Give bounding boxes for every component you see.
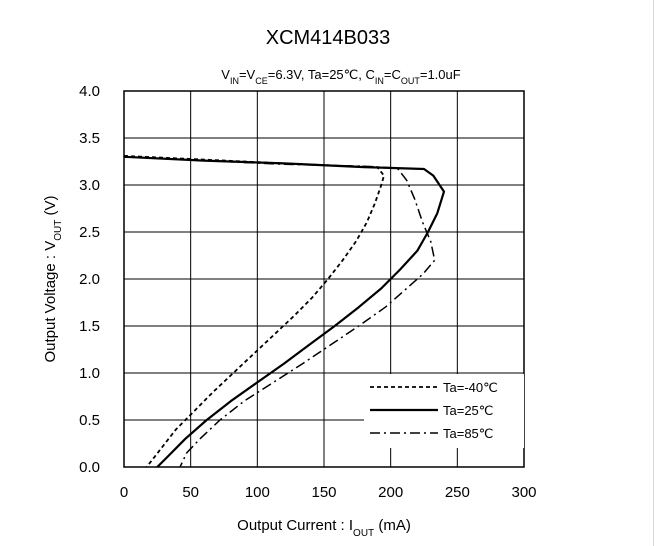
y-tick-label: 0.5 — [79, 412, 100, 429]
y-tick-label: 4.0 — [79, 83, 100, 100]
x-tick-label: 0 — [120, 484, 128, 501]
chart-subtitle: VIN=VCE=6.3V, Ta=25℃, CIN=COUT=1.0uF — [221, 67, 460, 86]
legend-label: Ta=25℃ — [443, 403, 493, 418]
y-tick-label: 0.0 — [79, 459, 100, 476]
window-edge — [653, 0, 654, 546]
x-axis-label: Output Current : IOUT (mA) — [237, 517, 411, 539]
x-tick-label: 250 — [445, 484, 470, 501]
y-tick-label: 2.5 — [79, 224, 100, 241]
series-layer — [123, 155, 446, 468]
legend-label: Ta=85℃ — [443, 426, 493, 441]
y-tick-label: 2.0 — [79, 271, 100, 288]
x-tick-label: 300 — [511, 484, 536, 501]
y-axis-label: Output Voltage : VOUT (V) — [42, 195, 64, 362]
x-tick-label: 150 — [311, 484, 336, 501]
legend: Ta=-40℃ Ta=25℃ Ta=85℃ — [370, 380, 498, 441]
series-line — [123, 155, 446, 468]
tick-labels: 0 50 100 150 200 250 300 0.0 0.5 1.0 1.5 2.0 2.5 3.0 3… — [79, 83, 536, 501]
y-tick-label: 1.0 — [79, 365, 100, 382]
y-tick-label: 3.5 — [79, 130, 100, 147]
chart-title: XCM414B033 — [266, 27, 391, 49]
y-tick-label: 3.0 — [79, 177, 100, 194]
y-tick-label: 1.5 — [79, 318, 100, 335]
x-tick-label: 100 — [245, 484, 270, 501]
plot-frame — [123, 90, 525, 468]
series-line — [123, 156, 436, 468]
legend-label: Ta=-40℃ — [443, 380, 498, 395]
x-tick-label: 50 — [182, 484, 199, 501]
x-tick-label: 200 — [378, 484, 403, 501]
